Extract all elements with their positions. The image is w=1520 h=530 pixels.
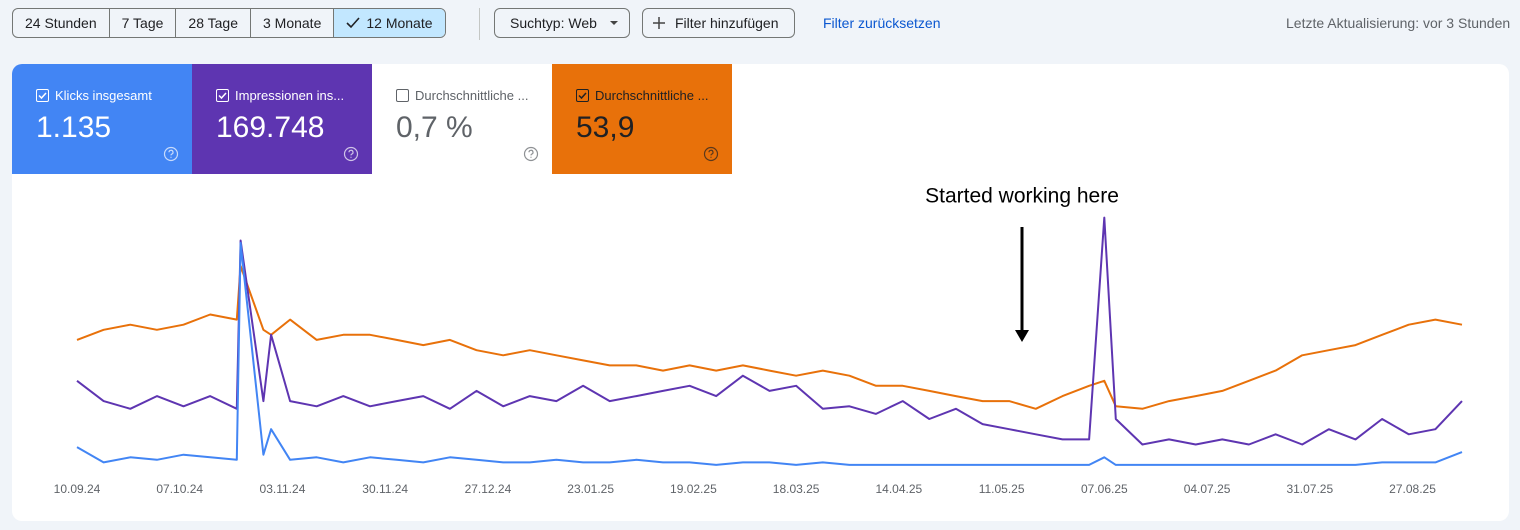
x-tick-label: 11.05.25 [979,482,1025,496]
help-circle [343,146,359,162]
metric-header: Impressionen ins... [216,88,372,103]
metric-header: Durchschnittliche ... [576,88,732,103]
help-circle [163,146,179,162]
search-type-button[interactable]: Suchtyp: Web [494,8,630,38]
metric-label: Durchschnittliche ... [595,88,709,103]
metric-label: Impressionen ins... [235,88,345,103]
metric-tile[interactable]: Durchschnittliche ... 53,9 [552,64,732,174]
last-update: Letzte Aktualisierung: vor 3 Stunden [1286,15,1511,31]
search-type-label: Suchtyp: Web [510,15,597,31]
add-filter-label: Filter hinzufügen [675,15,779,31]
x-tick-label: 10.09.24 [54,482,101,496]
check-icon [346,17,360,29]
metric-tile[interactable]: Klicks insgesamt 1.135 [12,64,192,174]
date-range-option[interactable]: 28 Tage [175,9,250,37]
x-tick-label: 23.01.25 [567,482,614,496]
date-range-option[interactable]: 7 Tage [108,9,176,37]
annotation: Started working here [925,185,1119,208]
x-tick-label: 04.07.25 [1184,482,1231,496]
date-range-label: 28 Tage [188,15,238,31]
series-line [76,265,1463,410]
date-range-option[interactable]: 3 Monate [249,9,333,37]
divider [479,8,480,40]
help-mark [348,149,354,158]
help-circle [703,146,719,162]
help-icon [343,146,359,162]
series-line [76,242,1463,466]
metric-value: 169.748 [216,111,325,144]
check-path [578,92,587,100]
series-line [76,216,1463,446]
metric-checkbox [576,89,589,102]
metric-value: 53,9 [576,111,635,144]
reset-filter-link[interactable]: Filter zurücksetzen [823,15,941,31]
metric-header: Klicks insgesamt [36,88,192,103]
x-tick-label: 27.08.25 [1389,482,1436,496]
check-path [218,92,227,100]
metric-checkbox [36,89,49,102]
metric-tile[interactable]: Impressionen ins... 169.748 [192,64,372,174]
date-range-option[interactable]: 24 Stunden [13,9,109,37]
help-icon [523,146,539,162]
metric-value: 1.135 [36,111,112,144]
help-mark [528,149,534,158]
x-tick-label: 31.07.25 [1286,482,1333,496]
help-mark [168,149,174,158]
add-filter-button[interactable]: Filter hinzufügen [642,8,795,38]
date-range-option[interactable]: 12 Monate [333,9,445,37]
x-tick-label: 19.02.25 [670,482,717,496]
date-range-label: 3 Monate [262,15,322,31]
dropdown-arrow [609,21,618,25]
x-tick-label: 07.06.25 [1081,482,1128,496]
checkbox-check [38,92,47,100]
x-tick-label: 07.10.24 [156,482,203,496]
metric-header: Durchschnittliche ... [396,88,552,103]
x-tick-label: 27.12.24 [465,482,512,496]
annotation-arrowhead [1015,330,1029,342]
check-path [38,92,47,100]
help-icon [163,146,179,162]
metric-checkbox [396,89,409,102]
help-icon [703,146,719,162]
metric-label: Klicks insgesamt [55,88,152,103]
plus-icon [653,17,665,29]
x-tick-label: 30.11.24 [362,482,408,496]
metric-checkbox [216,89,229,102]
date-range-label: 12 Monate [366,15,433,31]
x-tick-label: 14.04.25 [876,482,923,496]
checkbox-check [218,92,227,100]
metric-tile[interactable]: Durchschnittliche ... 0,7 % [372,64,552,174]
performance-card: 10.09.24 07.10.24 03.11.24 30.11.24 27.12.24… [12,64,1509,521]
x-tick-label: 03.11.24 [260,482,306,496]
check-path [346,17,360,29]
help-circle [523,146,539,162]
chart: 10.09.24 07.10.24 03.11.24 30.11.24 27.12.24… [54,185,1463,496]
x-tick-label: 18.03.25 [773,482,820,496]
metric-value: 0,7 % [396,111,473,144]
help-mark [708,149,714,158]
checkbox-check [578,92,587,100]
metric-label: Durchschnittliche ... [415,88,529,103]
date-range-label: 7 Tage [121,15,164,31]
date-range-group: 24 Stunden 7 Tage 28 Tage 3 Monate 12 Monate [12,8,446,38]
date-range-label: 24 Stunden [25,15,97,31]
